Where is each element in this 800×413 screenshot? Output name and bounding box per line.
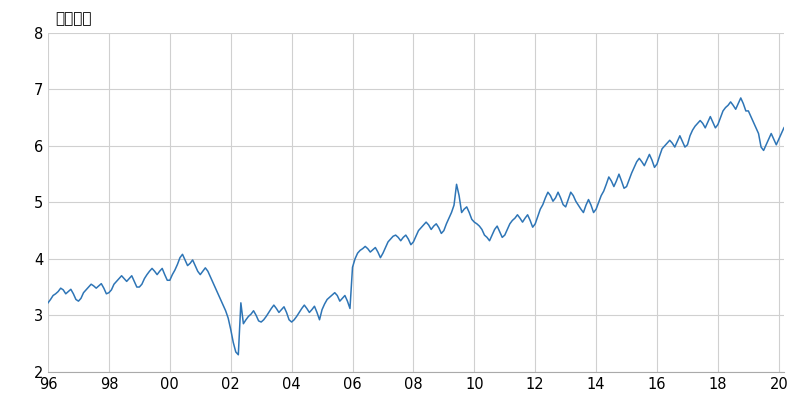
Text: （百万）: （百万）: [55, 11, 92, 26]
